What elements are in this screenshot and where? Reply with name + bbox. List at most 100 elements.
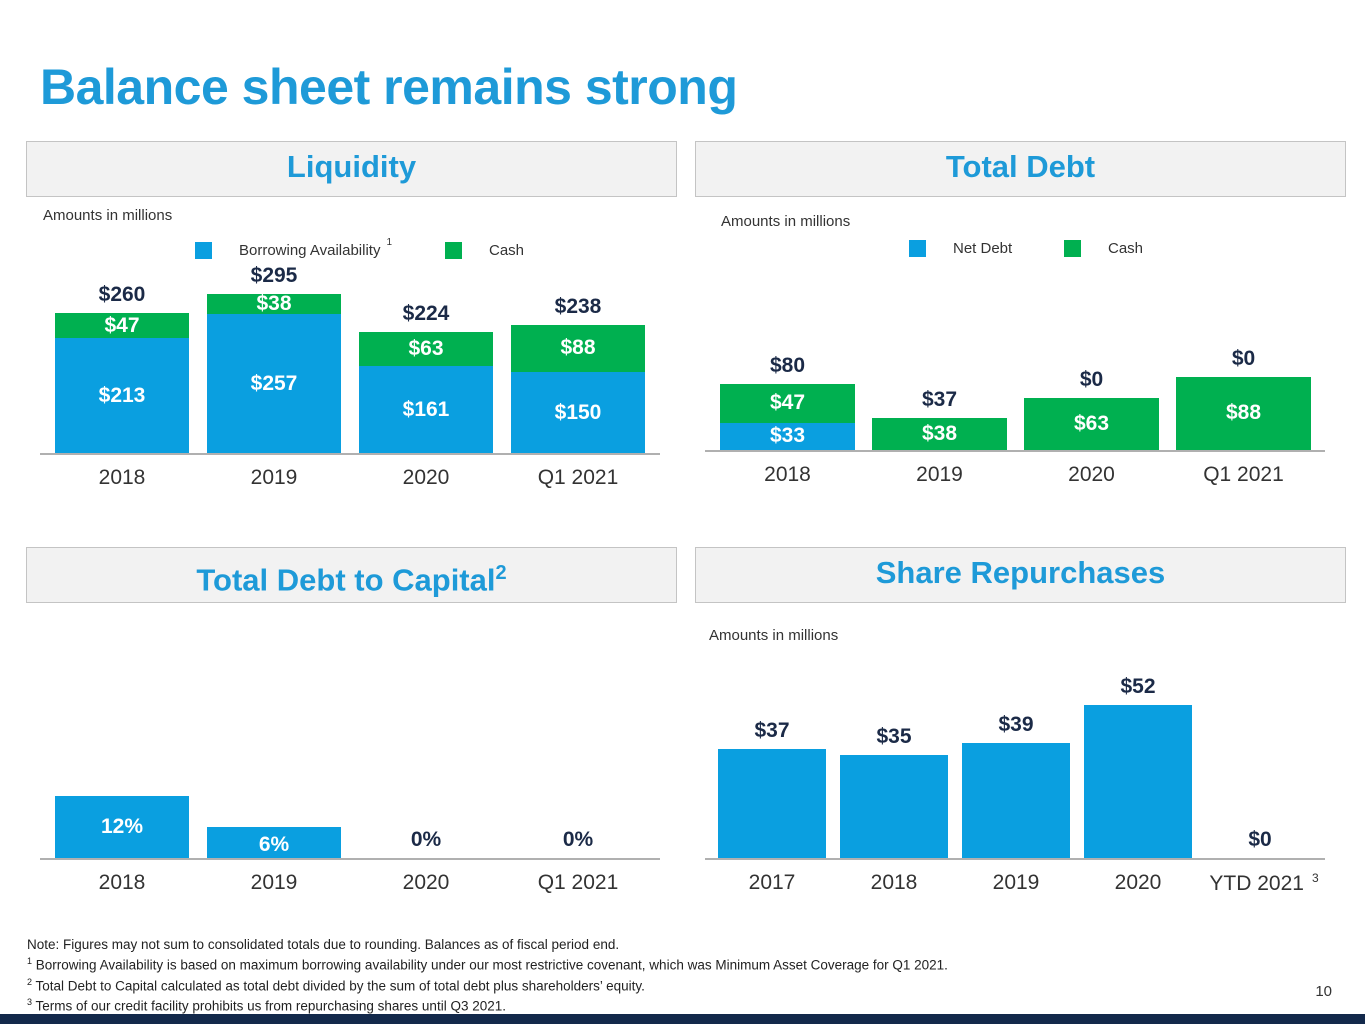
bar-segment-blue <box>720 422 855 450</box>
footnote-text: Borrowing Availability is based on maxim… <box>35 957 948 973</box>
footer-bar <box>0 1014 1365 1024</box>
total-value-label: $224 <box>402 302 450 326</box>
page-title: Balance sheet remains strong <box>40 59 738 115</box>
bar-segment-green <box>359 332 493 367</box>
category-label: 2019 <box>250 466 298 489</box>
bar-segment-blue <box>359 366 493 453</box>
segment-value-label: $257 <box>250 371 298 395</box>
debt-to-capital-chart: 2018 12% 2019 6% 2020 0% Q1 2021 0% <box>40 600 660 900</box>
category-label: Q1 2021 <box>537 871 619 894</box>
segment-value-label: $47 <box>769 391 806 415</box>
legend-swatch-green <box>1064 240 1081 257</box>
footnote-2: 2 Total Debt to Capital calculated as to… <box>27 974 948 995</box>
bar-value-label: $37 <box>754 719 790 743</box>
footnote-text: Terms of our credit facility prohibits u… <box>35 998 506 1014</box>
bar-segment-green <box>720 383 855 423</box>
legend-swatch-green <box>445 242 462 259</box>
footnote-marker: 3 <box>27 997 33 1007</box>
segment-value-label: $63 <box>1073 411 1110 435</box>
bar-segment-green <box>1024 397 1159 450</box>
bar-segment-green <box>511 324 645 373</box>
total-value-label: $295 <box>250 263 298 287</box>
legend-swatch-blue <box>195 242 212 259</box>
baseline <box>705 450 1325 452</box>
bar <box>718 749 826 858</box>
bar-value-label: $52 <box>1120 675 1156 699</box>
bar-value-label: $39 <box>998 713 1034 737</box>
total-debt-units-note: Amounts in millions <box>721 213 851 230</box>
page-number: 10 <box>1315 983 1332 1000</box>
segment-value-label: $63 <box>408 337 444 361</box>
category-label: 2020 <box>402 871 450 894</box>
footnote-ref: 2 <box>495 562 507 584</box>
category-label: 2018 <box>98 466 146 489</box>
segment-value-label: $88 <box>560 336 596 360</box>
total-debt-legend-net-debt: Net Debt <box>909 240 1012 257</box>
total-debt-header: Total Debt <box>695 141 1346 197</box>
total-value-label: $0 <box>1079 367 1104 391</box>
segment-value-label: $150 <box>554 400 602 424</box>
liquidity-legend-borrowing: Borrowing Availability 1 <box>195 237 392 259</box>
total-debt-chart: 2018 $33 $47 $80 2019 $38 $37 2020 $63 $0 Q1 2021 $… <box>705 200 1325 500</box>
segment-value-label: $213 <box>98 383 146 407</box>
category-label: Q1 2021 <box>537 466 619 489</box>
segment-value-label: $38 <box>921 422 958 446</box>
legend-label: Cash <box>489 242 525 259</box>
bar-segment-green <box>872 418 1007 450</box>
segment-value-label: $47 <box>104 313 140 337</box>
liquidity-chart: 2018 $213 $47 $260 2019 $257 $38 $295 2020 $161 $6… <box>40 200 660 500</box>
bar <box>962 743 1070 858</box>
category-label: 2019 <box>250 871 298 894</box>
bar <box>840 755 948 858</box>
bar-value-label: $35 <box>876 725 912 749</box>
total-value-label: $80 <box>769 353 806 377</box>
bar-segment-green <box>207 293 341 315</box>
share-repurchases-header: Share Repurchases <box>695 547 1346 603</box>
footnotes: Note: Figures may not sum to consolidate… <box>27 937 948 1015</box>
footnote-ref: 3 <box>1311 871 1319 885</box>
total-value-label: $0 <box>1231 346 1256 370</box>
category-label: 2018 <box>870 871 918 894</box>
bar-segment-green <box>55 312 189 339</box>
baseline <box>705 858 1325 860</box>
share-repurchases-units-note: Amounts in millions <box>709 627 839 644</box>
baseline <box>40 453 660 455</box>
category-label: YTD 2021 3 <box>1209 871 1319 895</box>
liquidity-units-note: Amounts in millions <box>43 207 173 224</box>
category-label: 2018 <box>98 871 146 894</box>
segment-value-label: $88 <box>1225 401 1262 425</box>
debt-to-capital-title: Total Debt to Capital <box>196 562 496 598</box>
category-label: Q1 2021 <box>1203 463 1284 486</box>
bar-value-label: 6% <box>258 833 290 857</box>
category-label: 2018 <box>764 463 811 486</box>
segment-value-label: $38 <box>256 292 292 316</box>
category-label: 2019 <box>916 463 963 486</box>
category-label: 2020 <box>1068 463 1115 486</box>
legend-label: Cash <box>1108 240 1144 257</box>
bar-value-label: 0% <box>562 828 594 851</box>
footnote-note: Note: Figures may not sum to consolidate… <box>27 937 620 952</box>
bar-segment-blue <box>511 372 645 453</box>
footnote-marker: 1 <box>27 956 33 966</box>
bar <box>55 795 189 858</box>
bar <box>1084 705 1192 858</box>
bar-value-label: 12% <box>100 814 144 838</box>
debt-to-capital-header: Total Debt to Capital2 <box>26 547 677 603</box>
liquidity-header: Liquidity <box>26 141 677 197</box>
bar-segment-blue <box>55 338 189 453</box>
legend-swatch-blue <box>909 240 926 257</box>
category-label: 2020 <box>402 466 450 489</box>
legend-label: Borrowing Availability <box>239 242 381 259</box>
bar-value-label: $0 <box>1248 828 1272 851</box>
total-debt-legend-cash: Cash <box>1064 240 1143 257</box>
footnote-3: 3 Terms of our credit facility prohibits… <box>27 994 948 1015</box>
total-value-label: $238 <box>554 294 602 318</box>
total-value-label: $37 <box>921 388 958 412</box>
bar <box>207 826 341 858</box>
category-label: 2017 <box>748 871 796 894</box>
segment-value-label: $33 <box>769 424 806 448</box>
footnote-1: 1 Borrowing Availability is based on max… <box>27 953 948 974</box>
bar-segment-green <box>1176 376 1311 450</box>
category-label: 2019 <box>992 871 1040 894</box>
total-value-label: $260 <box>98 282 146 306</box>
